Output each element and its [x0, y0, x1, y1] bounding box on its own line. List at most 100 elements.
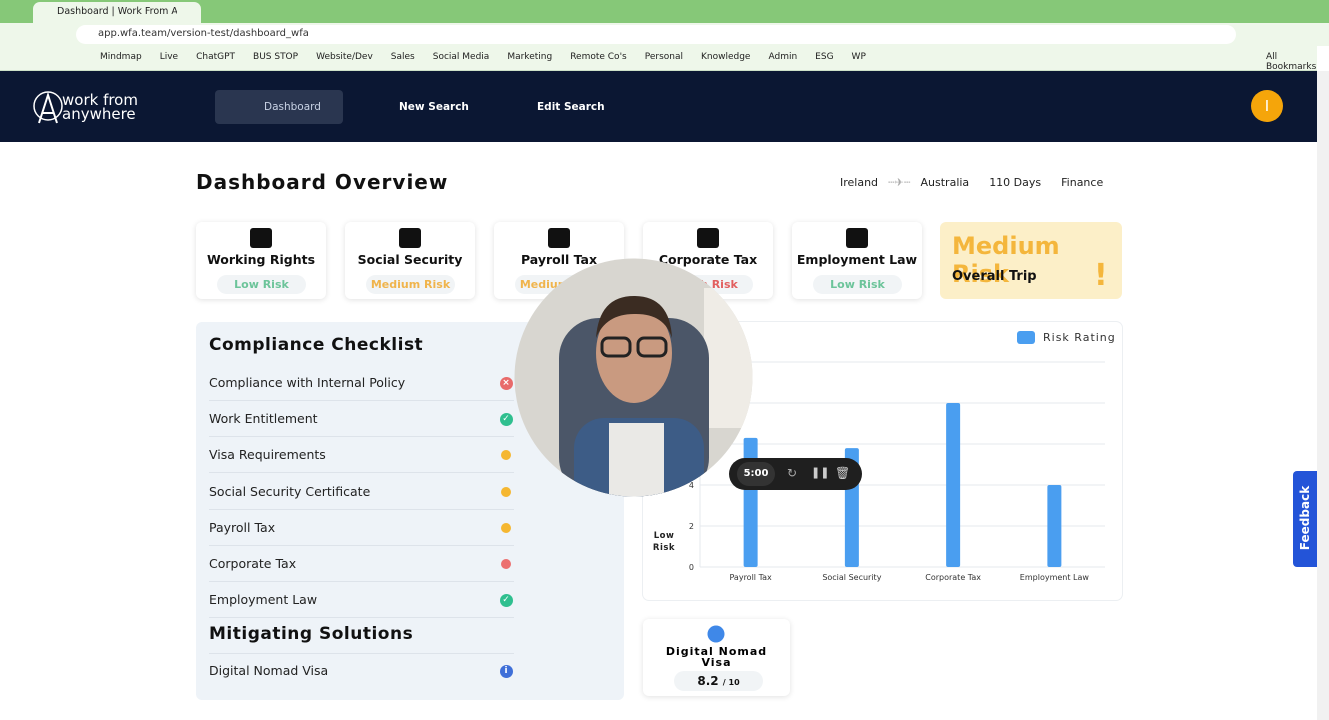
sector: Finance	[1061, 176, 1104, 189]
bookmarks: Mindmap Live ChatGPT BUS STOP Website/Dev Sal…	[100, 52, 866, 62]
y-tick-label: 2	[689, 522, 694, 531]
feedback-tab[interactable]: Feedback	[1293, 471, 1317, 567]
page-title: Dashboard Overview	[196, 170, 449, 194]
globe-icon	[707, 625, 725, 643]
checklist-item[interactable]: Compliance with Internal Policy	[209, 372, 514, 401]
score-pill: 8.2 / 10	[674, 671, 763, 691]
legend-swatch	[1017, 331, 1035, 344]
x-tick-label: Corporate Tax	[925, 573, 981, 582]
logo-text: work from anywhere	[62, 91, 138, 123]
feedback-label: Feedback	[1298, 485, 1312, 551]
y-tick-label: 4	[689, 481, 694, 490]
item-label: Visa Requirements	[209, 447, 326, 463]
tab[interactable]: Dashboard | Work From Any	[33, 2, 201, 23]
bookmark[interactable]: Website/Dev	[316, 52, 373, 62]
x-tick-label: Employment Law	[1020, 573, 1090, 582]
status-icon: ✓	[499, 593, 513, 607]
video-time: 5:00	[737, 462, 775, 486]
bookmark[interactable]: Sales	[390, 52, 415, 62]
mitigating-title: Mitigating Solutions	[209, 624, 414, 644]
restart-button[interactable]: ↻	[787, 466, 798, 480]
item-label: Corporate Tax	[209, 556, 297, 571]
logo-line: anywhere	[62, 105, 136, 123]
webcam-overlay	[514, 258, 753, 497]
avatar[interactable]: I	[1251, 90, 1283, 122]
risk-card: Social Security Medium Risk	[345, 222, 475, 299]
bookmark[interactable]: WP	[851, 52, 866, 62]
bookmark[interactable]: Personal	[644, 52, 683, 62]
y-axis-label: Low Risk	[652, 531, 676, 553]
bookmark[interactable]: ChatGPT	[196, 52, 236, 62]
card-title: Working Rights	[206, 252, 316, 267]
card-icon	[846, 228, 868, 248]
bookmark[interactable]: Knowledge	[701, 52, 751, 62]
pause-button[interactable]: ❚❚	[811, 466, 830, 479]
status-icon	[501, 522, 511, 533]
card-title: Corporate Tax	[658, 252, 758, 267]
bookmark[interactable]: Social Media	[432, 52, 490, 62]
checklist-item[interactable]: Social Security Certificate	[209, 481, 514, 510]
checklist-item[interactable]: Visa Requirements	[209, 444, 514, 474]
score-title: Digital Nomad Visa	[665, 645, 768, 669]
score-max: / 10	[722, 678, 740, 687]
bookmark[interactable]: Live	[159, 52, 179, 62]
bookmark[interactable]: ESG	[815, 52, 834, 62]
checklist-item[interactable]: Payroll Tax	[209, 517, 514, 546]
logo-line: work from	[62, 91, 138, 109]
bookmark[interactable]: BUS STOP	[253, 52, 299, 62]
status-icon	[501, 450, 511, 461]
bookmark[interactable]: Mindmap	[100, 52, 142, 62]
score-card: Digital Nomad Visa 8.2 / 10	[643, 619, 790, 696]
checklist-panel: Compliance Checklist Compliance with Inte…	[196, 322, 624, 700]
delete-button[interactable]: 🗑	[835, 466, 851, 480]
y-tick-label: 0	[689, 563, 694, 572]
item-label: Payroll Tax	[209, 519, 276, 535]
bookmarks-bar: Mindmap Live ChatGPT BUS STOP Website/Dev Sal…	[0, 46, 1317, 72]
checklist-item[interactable]: Corporate Tax	[209, 553, 514, 582]
all-bookmarks[interactable]: All Bookmarks	[1266, 52, 1317, 72]
card-icon	[399, 228, 421, 248]
x-tick-label: Social Security	[822, 573, 881, 582]
origin: Ireland	[840, 176, 879, 189]
bookmark[interactable]: Marketing	[507, 52, 553, 62]
bookmark[interactable]: Remote Co's	[570, 52, 627, 62]
scrollbar[interactable]	[1317, 71, 1329, 720]
overall-icon: !	[1094, 258, 1108, 293]
url-box[interactable]: app.wfa.team/version-test/dashboard_wfa	[76, 25, 1236, 44]
overall-label: Overall Trip	[952, 269, 1037, 284]
nav-item[interactable]: Edit Search	[537, 101, 605, 113]
item-label: Compliance with Internal Policy	[209, 375, 406, 390]
address-bar: app.wfa.team/version-test/dashboard_wfa	[0, 23, 1329, 46]
risk-card: Employment Law Low Risk	[792, 222, 922, 299]
solution-item[interactable]: Digital Nomad Visa	[209, 663, 329, 678]
trip-summary: Ireland ┄✈┄ Australia 110 Days Finance	[840, 176, 1103, 189]
checklist-item[interactable]: Employment Law	[209, 589, 514, 619]
video-controls: 5:00 ↻ ❚❚ 🗑	[729, 458, 862, 490]
item-label: Employment Law	[209, 592, 318, 608]
url: app.wfa.team/version-test/dashboard_wfa	[98, 28, 309, 39]
bar	[946, 403, 961, 567]
card-icon	[250, 228, 272, 248]
app-nav: work from anywhere Dashboard New Search E…	[0, 71, 1317, 142]
card-risk: Low Risk	[813, 275, 902, 294]
checklist-item[interactable]: Work Entitlement	[209, 408, 514, 438]
checklist-title: Compliance Checklist	[209, 335, 424, 355]
nav-item[interactable]: Dashboard	[264, 101, 321, 113]
bookmark[interactable]: Admin	[768, 52, 798, 62]
card-risk: Medium Risk	[366, 275, 455, 294]
card-icon	[697, 228, 719, 248]
bar	[1047, 485, 1062, 567]
plane-icon: ┄✈┄	[888, 176, 911, 189]
nav-item[interactable]: New Search	[399, 101, 469, 113]
score: 8.2	[697, 674, 719, 688]
item-label: Work Entitlement	[209, 411, 318, 427]
legend-label: Risk Rating	[1043, 331, 1116, 344]
risk-card: Working Rights Low Risk	[196, 222, 326, 299]
item-label: Social Security Certificate	[209, 483, 371, 499]
card-title: Payroll Tax	[520, 252, 598, 267]
status-icon: i	[499, 664, 513, 678]
card-risk: Low Risk	[217, 275, 306, 294]
overall-risk: Medium Risk	[952, 232, 1060, 288]
